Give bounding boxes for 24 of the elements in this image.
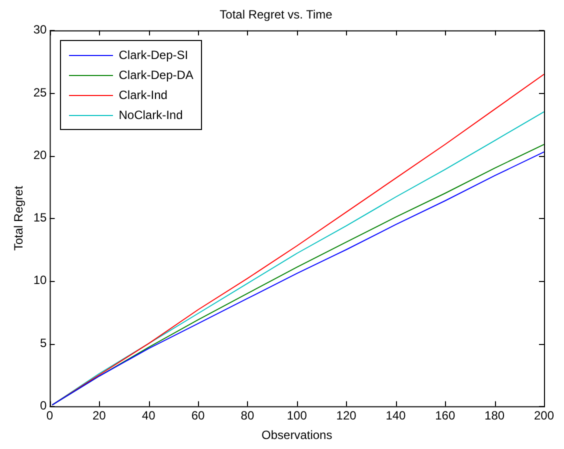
x-axis-title: Observations <box>262 428 332 442</box>
x-tick-label: 20 <box>92 408 106 423</box>
x-tick-label: 40 <box>142 408 156 423</box>
y-tick-label: 10 <box>33 273 48 288</box>
x-tick-label: 200 <box>534 408 554 423</box>
y-axis-title: Total Regret <box>12 185 26 251</box>
legend-label: NoClark-Ind <box>118 108 183 122</box>
x-tick-label: 80 <box>240 408 254 423</box>
x-tick-label: 180 <box>484 408 505 423</box>
y-tick-label: 0 <box>40 398 48 413</box>
legend-label: Clark-Ind <box>118 88 168 102</box>
legend-label: Clark-Dep-DA <box>118 68 194 82</box>
x-tick-label: 100 <box>286 408 308 423</box>
y-tick-label: 25 <box>33 85 48 100</box>
y-tick-label: 5 <box>40 336 48 350</box>
legend-label: Clark-Dep-SI <box>118 48 188 62</box>
x-tick-label: 60 <box>191 408 206 423</box>
y-tick-label: 20 <box>33 148 48 162</box>
x-tick-label: 120 <box>336 408 357 423</box>
chart-title: Total Regret vs. Time <box>220 8 333 22</box>
y-tick-label: 15 <box>33 210 48 225</box>
x-tick-label: 160 <box>435 408 456 423</box>
x-tick-label: 140 <box>386 408 406 423</box>
y-tick-label: 30 <box>33 22 48 37</box>
